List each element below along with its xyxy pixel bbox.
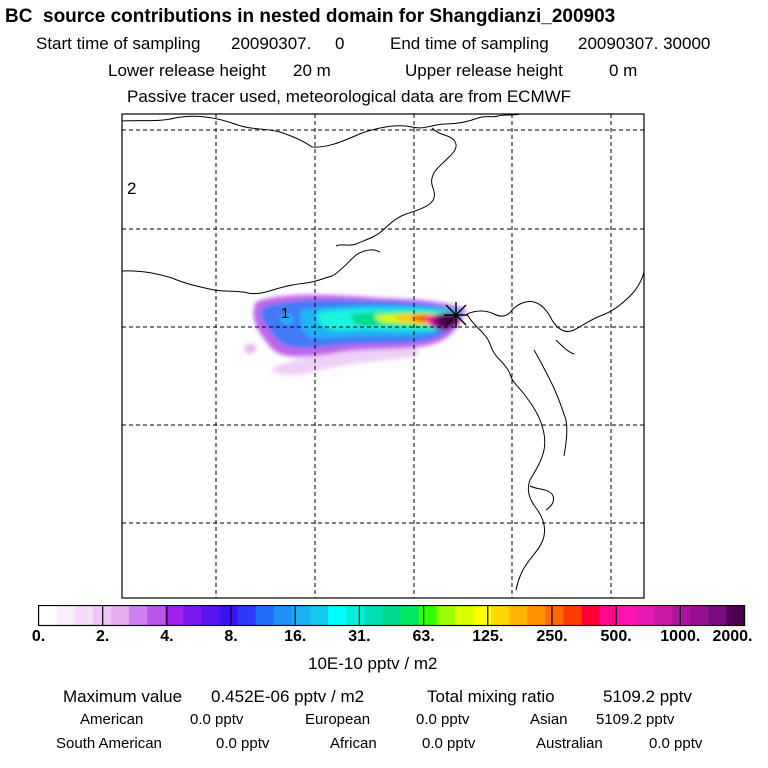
colorbar-tick-label: 2. [96,628,110,645]
colorbar-tick-label: 250. [536,628,568,645]
colorbar-cell [690,605,709,626]
colorbar-cell [708,605,727,626]
concentration-plume [244,294,466,375]
colorbar-tick-label: 8. [224,628,238,645]
colorbar-cell [581,605,600,626]
colorbar-cell [165,605,184,626]
upper-release-value: 0 m [609,61,638,80]
colorbar-tick-label: 0. [31,628,46,645]
end-time-value: 20090307. 30000 [578,34,711,53]
map-plot: 2 1 [121,113,645,599]
source-value: 0.0 pptv [190,711,244,728]
colorbar-cell [219,605,238,626]
colorbar [38,605,746,627]
colorbar-cell [147,605,166,626]
station-star-icon [444,302,468,328]
colorbar-cell [346,605,365,626]
colorbar-cell [364,605,383,626]
start-time-value: 20090307. 0 [231,34,345,53]
colorbar-cell [92,605,112,626]
colorbar-cell [129,605,148,626]
max-value-label: Maximum value [63,687,183,706]
lat-lon-grid [122,114,644,598]
source-value: 5109.2 pptv [596,711,675,728]
colorbar-cell [110,605,130,626]
total-mixing-label: Total mixing ratio [427,687,555,706]
source-value: 0.0 pptv [416,711,470,728]
source-value: 0.0 pptv [422,735,476,752]
colorbar-cell [672,605,691,626]
start-time-label: Start time of sampling [36,34,201,53]
upper-release-label: Upper release height [405,61,563,80]
colorbar-tick-label: 2000. [712,628,753,645]
colorbar-cell [328,605,347,626]
colorbar-cell [418,605,438,626]
source-name: African [330,735,377,752]
colorbar-cell [563,605,582,626]
colorbar-cell [201,605,220,626]
colorbar-cell [183,605,202,626]
colorbar-cell [273,605,293,626]
source-value: 0.0 pptv [216,735,270,752]
source-name: South American [56,735,162,752]
map-boundaries [122,114,644,591]
region-label-2: 2 [127,179,136,198]
lower-release-value: 20 m [293,61,331,80]
colorbar-cell [237,605,257,626]
colorbar-tick-label: 63. [412,628,435,645]
colorbar-cell [38,605,57,626]
colorbar-tick-label: 500. [600,628,632,645]
colorbar-tick-label: 4. [160,628,174,645]
source-name: European [305,711,371,728]
colorbar-cell [400,605,419,626]
colorbar-cell [382,605,401,626]
colorbar-tick-label: 1000. [660,628,701,645]
colorbar-cell [56,605,75,626]
colorbar-cell [726,605,745,626]
colorbar-tick-label: 16. [284,628,307,645]
colorbar-cell [310,605,329,626]
colorbar-cell [509,605,528,626]
colorbar-cell [545,605,564,626]
colorbar-cell [617,605,637,626]
colorbar-cell [74,605,94,626]
region-label-1: 1 [281,305,289,322]
source-value: 0.0 pptv [649,735,703,752]
colorbar-cell [255,605,275,626]
colorbar-cell [454,605,474,626]
colorbar-cell [599,605,619,626]
source-name: Asian [530,711,568,728]
total-mixing-value: 5109.2 pptv [603,687,692,706]
colorbar-tick-label: 125. [472,628,504,645]
source-name: Australian [536,735,603,752]
colorbar-cell [653,605,673,626]
colorbar-tick-label: 31. [348,628,371,645]
end-time-label: End time of sampling [390,34,549,53]
colorbar-units: 10E-10 pptv / m2 [308,654,438,673]
colorbar-cell [291,605,311,626]
max-value: 0.452E-06 pptv / m2 [211,687,365,706]
colorbar-cell [491,605,510,626]
colorbar-cell [436,605,456,626]
colorbar-cell [472,605,492,626]
plot-title: BC source contributions in nested domain… [5,6,616,27]
colorbar-cell [527,605,546,626]
tracer-note: Passive tracer used, meteorological data… [127,87,572,106]
source-name: American [80,711,144,728]
colorbar-cell [635,605,655,626]
map-frame [121,113,645,599]
lower-release-label: Lower release height [108,61,266,80]
